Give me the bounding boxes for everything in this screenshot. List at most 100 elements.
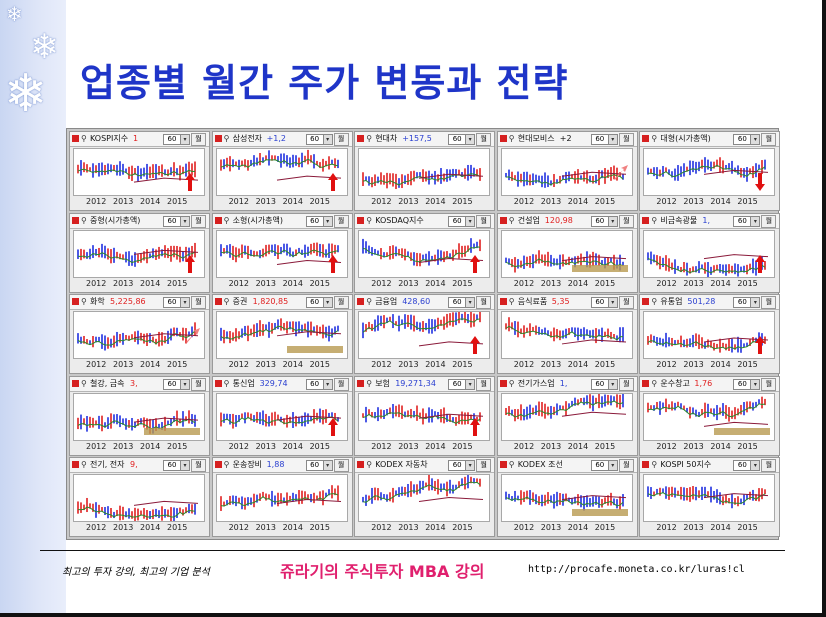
checkbox-icon[interactable] — [357, 135, 365, 142]
period-dropdown[interactable]: ▾ — [322, 134, 333, 145]
checkbox-icon[interactable] — [214, 135, 222, 142]
checkbox-icon[interactable] — [499, 216, 507, 224]
period-input[interactable]: 60 — [590, 460, 609, 472]
period-input[interactable]: 60 — [733, 215, 752, 227]
period-dropdown[interactable]: ▾ — [180, 297, 190, 309]
checkbox-icon[interactable] — [357, 379, 365, 387]
search-icon[interactable]: ⚲ — [81, 134, 87, 143]
period-dropdown[interactable]: ▾ — [465, 378, 476, 390]
search-icon[interactable]: ⚲ — [223, 134, 230, 143]
period-dropdown[interactable]: ▾ — [465, 134, 476, 145]
search-icon[interactable]: ⚲ — [81, 460, 87, 470]
search-icon[interactable]: ⚲ — [651, 134, 658, 143]
period-dropdown[interactable]: ▾ — [750, 134, 761, 145]
search-icon[interactable]: ⚲ — [508, 460, 515, 470]
interval-button[interactable]: 월 — [191, 214, 206, 228]
checkbox-icon[interactable] — [642, 379, 650, 387]
period-input[interactable]: 60 — [448, 297, 467, 309]
search-icon[interactable]: ⚲ — [651, 297, 658, 307]
period-input[interactable]: 60 — [590, 378, 609, 390]
checkbox-icon[interactable] — [499, 461, 507, 469]
period-input[interactable]: 60 — [305, 215, 324, 227]
period-input[interactable]: 60 — [590, 215, 609, 227]
checkbox-icon[interactable] — [642, 135, 650, 142]
period-dropdown[interactable]: ▾ — [465, 297, 476, 309]
period-input[interactable]: 60 — [448, 378, 467, 390]
period-input[interactable]: 60 — [448, 460, 467, 472]
checkbox-icon[interactable] — [214, 379, 222, 387]
period-input[interactable]: 60 — [163, 134, 181, 145]
interval-button[interactable]: 월 — [618, 377, 634, 391]
period-dropdown[interactable]: ▾ — [607, 134, 618, 145]
checkbox-icon[interactable] — [642, 216, 650, 224]
interval-button[interactable]: 월 — [761, 133, 777, 146]
period-dropdown[interactable]: ▾ — [180, 460, 190, 472]
period-input[interactable]: 60 — [305, 378, 324, 390]
period-input[interactable]: 60 — [305, 460, 324, 472]
search-icon[interactable]: ⚲ — [366, 378, 373, 388]
period-input[interactable]: 60 — [163, 297, 181, 309]
interval-button[interactable]: 월 — [476, 377, 492, 391]
checkbox-icon[interactable] — [214, 216, 222, 224]
period-dropdown[interactable]: ▾ — [607, 297, 618, 309]
period-dropdown[interactable]: ▾ — [322, 378, 333, 390]
period-input[interactable]: 60 — [305, 134, 324, 145]
checkbox-icon[interactable] — [72, 216, 79, 224]
period-dropdown[interactable]: ▾ — [322, 215, 333, 227]
interval-button[interactable]: 월 — [618, 459, 634, 473]
search-icon[interactable]: ⚲ — [223, 378, 230, 388]
checkbox-icon[interactable] — [72, 135, 79, 142]
interval-button[interactable]: 월 — [761, 214, 777, 228]
footer-url[interactable]: http://procafe.moneta.co.kr/luras!cl — [528, 564, 745, 575]
interval-button[interactable]: 월 — [618, 133, 634, 146]
checkbox-icon[interactable] — [72, 298, 79, 306]
period-input[interactable]: 60 — [733, 378, 752, 390]
period-input[interactable]: 60 — [733, 460, 752, 472]
search-icon[interactable]: ⚲ — [81, 297, 87, 307]
search-icon[interactable]: ⚲ — [81, 215, 87, 225]
period-input[interactable]: 60 — [590, 297, 609, 309]
checkbox-icon[interactable] — [72, 461, 79, 469]
period-input[interactable]: 60 — [163, 460, 181, 472]
interval-button[interactable]: 월 — [333, 133, 349, 146]
interval-button[interactable]: 월 — [618, 296, 634, 310]
period-input[interactable]: 60 — [590, 134, 609, 145]
period-input[interactable]: 60 — [305, 297, 324, 309]
search-icon[interactable]: ⚲ — [651, 378, 658, 388]
interval-button[interactable]: 월 — [333, 214, 349, 228]
search-icon[interactable]: ⚲ — [366, 215, 373, 225]
checkbox-icon[interactable] — [499, 298, 507, 306]
interval-button[interactable]: 월 — [476, 214, 492, 228]
period-dropdown[interactable]: ▾ — [322, 460, 333, 472]
search-icon[interactable]: ⚲ — [366, 134, 373, 143]
checkbox-icon[interactable] — [357, 216, 365, 224]
search-icon[interactable]: ⚲ — [651, 215, 658, 225]
period-input[interactable]: 60 — [733, 134, 752, 145]
search-icon[interactable]: ⚲ — [223, 460, 230, 470]
period-dropdown[interactable]: ▾ — [465, 460, 476, 472]
interval-button[interactable]: 월 — [191, 296, 206, 310]
period-dropdown[interactable]: ▾ — [322, 297, 333, 309]
interval-button[interactable]: 월 — [476, 459, 492, 473]
interval-button[interactable]: 월 — [191, 377, 206, 391]
period-dropdown[interactable]: ▾ — [750, 215, 761, 227]
interval-button[interactable]: 월 — [191, 459, 206, 473]
checkbox-icon[interactable] — [499, 135, 507, 142]
interval-button[interactable]: 월 — [476, 296, 492, 310]
interval-button[interactable]: 월 — [761, 459, 777, 473]
checkbox-icon[interactable] — [642, 298, 650, 306]
search-icon[interactable]: ⚲ — [508, 378, 515, 388]
period-dropdown[interactable]: ▾ — [607, 215, 618, 227]
period-dropdown[interactable]: ▾ — [750, 378, 761, 390]
period-dropdown[interactable]: ▾ — [465, 215, 476, 227]
search-icon[interactable]: ⚲ — [81, 378, 87, 388]
period-input[interactable]: 60 — [163, 215, 181, 227]
search-icon[interactable]: ⚲ — [508, 297, 515, 307]
interval-button[interactable]: 월 — [333, 377, 349, 391]
period-dropdown[interactable]: ▾ — [180, 378, 190, 390]
interval-button[interactable]: 월 — [761, 377, 777, 391]
search-icon[interactable]: ⚲ — [223, 215, 230, 225]
period-input[interactable]: 60 — [733, 297, 752, 309]
interval-button[interactable]: 월 — [333, 459, 349, 473]
period-dropdown[interactable]: ▾ — [607, 378, 618, 390]
